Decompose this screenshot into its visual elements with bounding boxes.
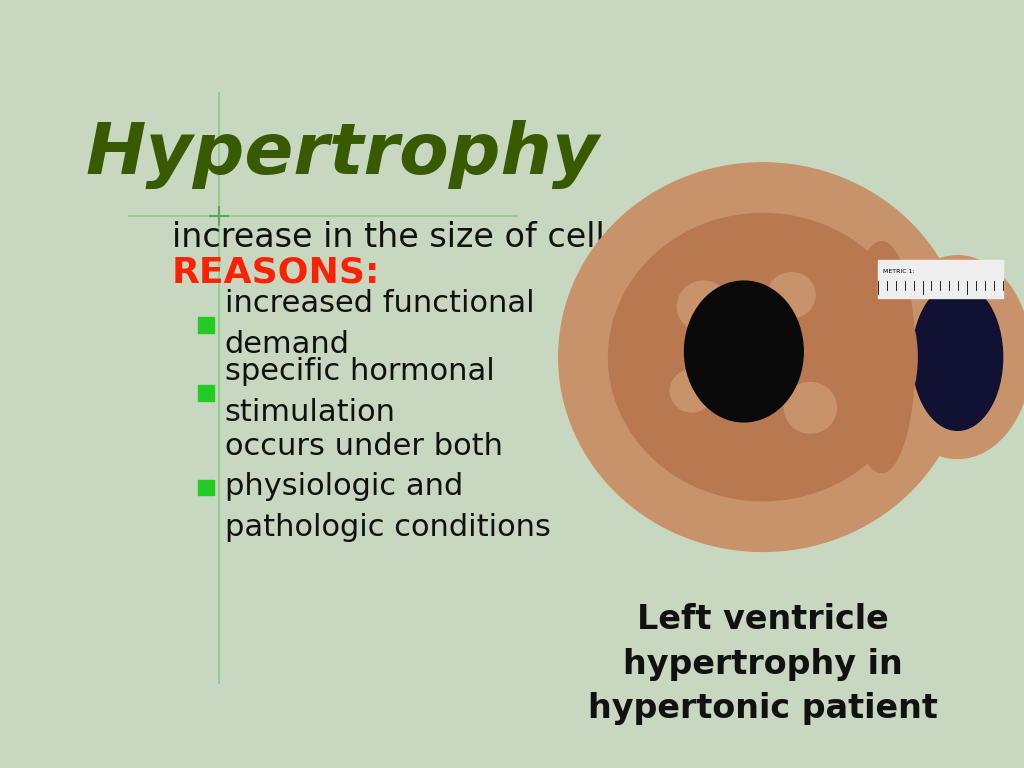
Bar xyxy=(198,386,214,401)
Bar xyxy=(878,260,1004,298)
Ellipse shape xyxy=(559,163,967,551)
Ellipse shape xyxy=(912,284,1002,430)
Ellipse shape xyxy=(684,281,803,422)
Text: REASONS:: REASONS: xyxy=(172,256,380,290)
Bar xyxy=(198,317,214,333)
Text: increase in the size of cells: increase in the size of cells xyxy=(172,220,622,253)
Text: specific hormonal
stimulation: specific hormonal stimulation xyxy=(225,357,495,427)
Bar xyxy=(198,480,214,495)
Text: Left ventricle
hypertrophy in
hypertonic patient: Left ventricle hypertrophy in hypertonic… xyxy=(588,603,938,725)
Ellipse shape xyxy=(678,281,730,332)
Ellipse shape xyxy=(671,370,713,412)
Ellipse shape xyxy=(608,214,918,501)
Ellipse shape xyxy=(848,242,914,472)
Text: increased functional
demand: increased functional demand xyxy=(225,290,535,359)
Text: occurs under both
physiologic and
pathologic conditions: occurs under both physiologic and pathol… xyxy=(225,432,551,541)
Text: METRIC 1:: METRIC 1: xyxy=(883,269,914,274)
Ellipse shape xyxy=(784,382,837,433)
Ellipse shape xyxy=(884,256,1024,458)
Text: Hypertrophy: Hypertrophy xyxy=(85,120,599,189)
Ellipse shape xyxy=(768,273,815,318)
